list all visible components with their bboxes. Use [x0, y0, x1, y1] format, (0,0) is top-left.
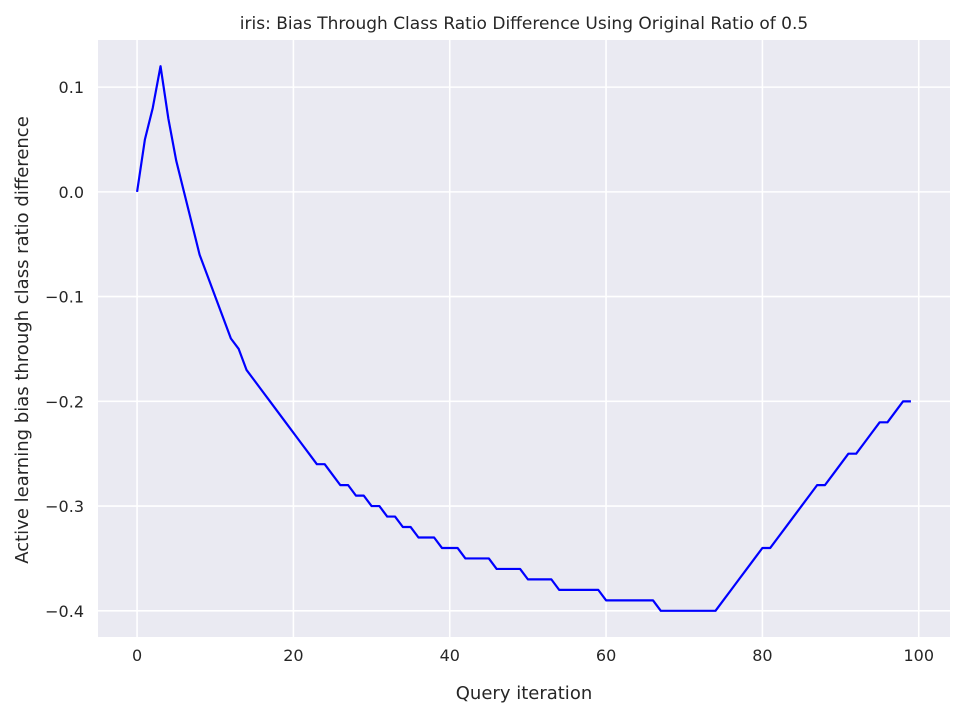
y-grid	[98, 86, 950, 612]
x-axis-label: Query iteration	[456, 683, 592, 704]
y-tick-label: 0.0	[59, 183, 84, 202]
plot-area	[98, 40, 950, 637]
x-tick-label: 100	[903, 646, 934, 665]
y-tick-label: 0.1	[59, 78, 84, 97]
series-line	[135, 65, 911, 612]
y-axis-label: Active learning bias through class ratio…	[12, 116, 33, 564]
x-tick-label: 0	[132, 646, 142, 665]
x-grid	[136, 40, 920, 637]
y-tick-label: −0.1	[45, 288, 84, 307]
x-tick-labels: 0 20 40 60 80 100	[132, 646, 934, 665]
x-tick-label: 80	[752, 646, 772, 665]
x-tick-label: 60	[596, 646, 616, 665]
y-tick-label: −0.2	[45, 392, 84, 411]
chart-title: iris: Bias Through Class Ratio Differenc…	[240, 14, 808, 34]
y-tick-label: −0.3	[45, 497, 84, 516]
y-tick-labels: 0.1 0.0 −0.1 −0.2 −0.3 −0.4	[45, 78, 84, 621]
x-tick-label: 20	[283, 646, 303, 665]
x-tick-label: 40	[440, 646, 460, 665]
y-tick-label: −0.4	[45, 602, 84, 621]
